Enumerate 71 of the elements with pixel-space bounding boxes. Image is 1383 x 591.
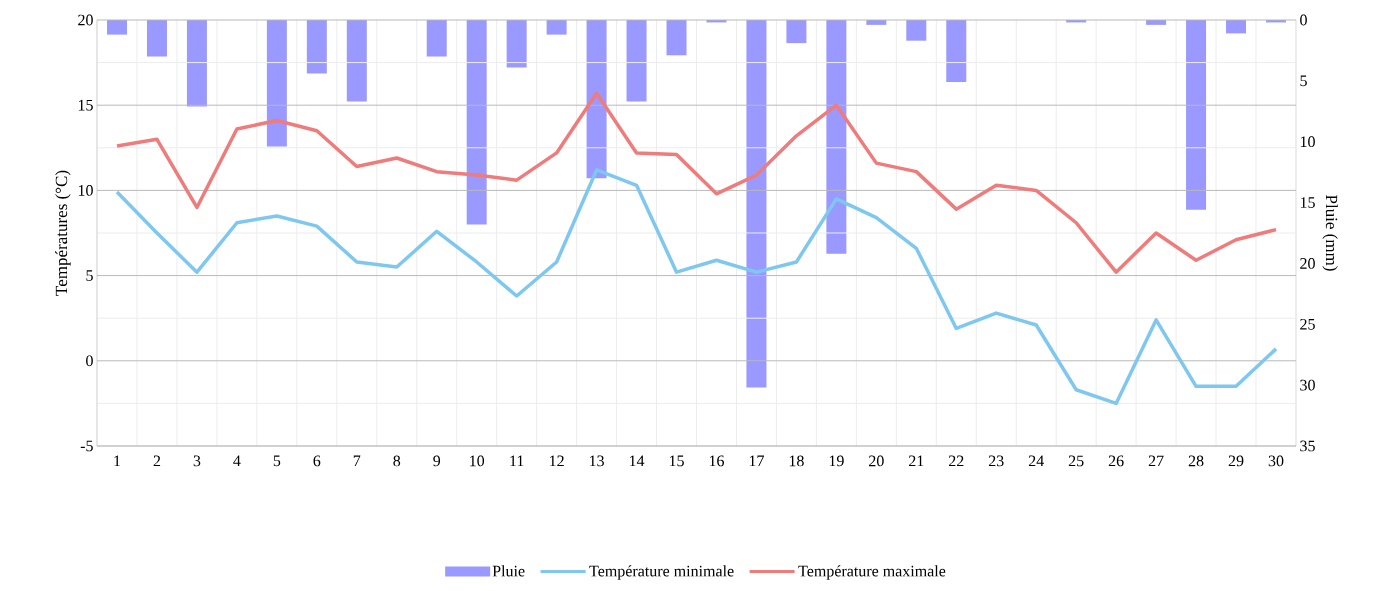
x-tick-label: 9 <box>433 455 441 467</box>
y2-tick-label: 5 <box>1300 75 1307 87</box>
bar <box>506 20 527 68</box>
bar <box>626 20 647 102</box>
bar <box>946 20 967 83</box>
x-tick-label: 15 <box>669 455 684 467</box>
y-axis-title: Températures (°C) <box>55 170 71 296</box>
x-tick-label: 4 <box>233 455 241 467</box>
x-tick-label: 18 <box>789 455 804 467</box>
x-tick-label: 11 <box>510 455 524 467</box>
x-tick-label: 14 <box>629 455 645 467</box>
bar <box>466 20 487 225</box>
y-tick-label: 15 <box>78 99 93 111</box>
x-tick-label: 17 <box>749 455 764 467</box>
x-tick-label: 21 <box>909 455 924 467</box>
x-tick-label: 2 <box>153 455 161 467</box>
x-tick-label: 30 <box>1268 455 1284 467</box>
y2-tick-label: 25 <box>1300 318 1315 330</box>
y2-tick-label: 10 <box>1300 136 1315 148</box>
x-tick-label: 29 <box>1228 455 1244 467</box>
bar <box>266 20 287 147</box>
bar <box>746 20 767 388</box>
bar <box>107 20 127 35</box>
x-tick-label: 10 <box>470 455 485 467</box>
x-tick-label: 6 <box>313 455 321 467</box>
bar <box>546 20 567 35</box>
y2-tick-label: 0 <box>1300 14 1307 26</box>
x-tick-label: 5 <box>273 455 281 467</box>
bar <box>306 20 327 74</box>
bar <box>346 20 367 102</box>
bar <box>1186 20 1207 210</box>
x-tick-label: 26 <box>1108 455 1124 467</box>
bar <box>1226 20 1247 34</box>
x-tick-label: 24 <box>1028 455 1044 467</box>
x-tick-label: 19 <box>829 455 844 467</box>
bar <box>826 20 847 254</box>
legend-label: Température maximale <box>798 565 946 580</box>
bar <box>426 20 447 57</box>
y2-tick-label: 15 <box>1300 197 1315 208</box>
y-tick-label: 10 <box>78 185 93 196</box>
y2-tick-label: 20 <box>1300 258 1315 269</box>
bar <box>786 20 807 44</box>
y-tick-label: -5 <box>80 440 93 452</box>
x-tick-label: 3 <box>193 455 201 467</box>
x-tick-label: 23 <box>988 455 1004 467</box>
x-tick-label: 13 <box>590 455 604 467</box>
line-series <box>115 91 1278 274</box>
x-tick-label: 8 <box>393 455 401 467</box>
x-tick-label: 12 <box>550 455 564 467</box>
y-tick-label: 0 <box>86 355 93 367</box>
y2-axis-title: Pluie (mm) <box>1322 195 1338 271</box>
y2-tick-label: 35 <box>1300 440 1315 452</box>
x-tick-label: 27 <box>1148 455 1164 467</box>
y-tick-label: 20 <box>78 14 93 26</box>
legend-label: Pluie <box>492 565 525 577</box>
legend-label: Température minimale <box>589 565 734 580</box>
x-tick-label: 20 <box>869 455 884 467</box>
x-tick-label: 7 <box>353 455 361 466</box>
bar <box>666 20 687 56</box>
bar <box>146 20 167 57</box>
x-tick-label: 22 <box>948 455 964 467</box>
bar <box>586 20 607 179</box>
line-series <box>115 168 1278 406</box>
y2-tick-label: 30 <box>1300 379 1315 391</box>
bar <box>186 20 207 107</box>
x-tick-label: 25 <box>1068 455 1084 467</box>
x-tick-label: 16 <box>709 455 725 467</box>
y-tick-label: 5 <box>86 270 93 281</box>
bar <box>906 20 927 41</box>
x-tick-label: 28 <box>1188 455 1204 467</box>
x-tick-label: 1 <box>114 455 121 467</box>
